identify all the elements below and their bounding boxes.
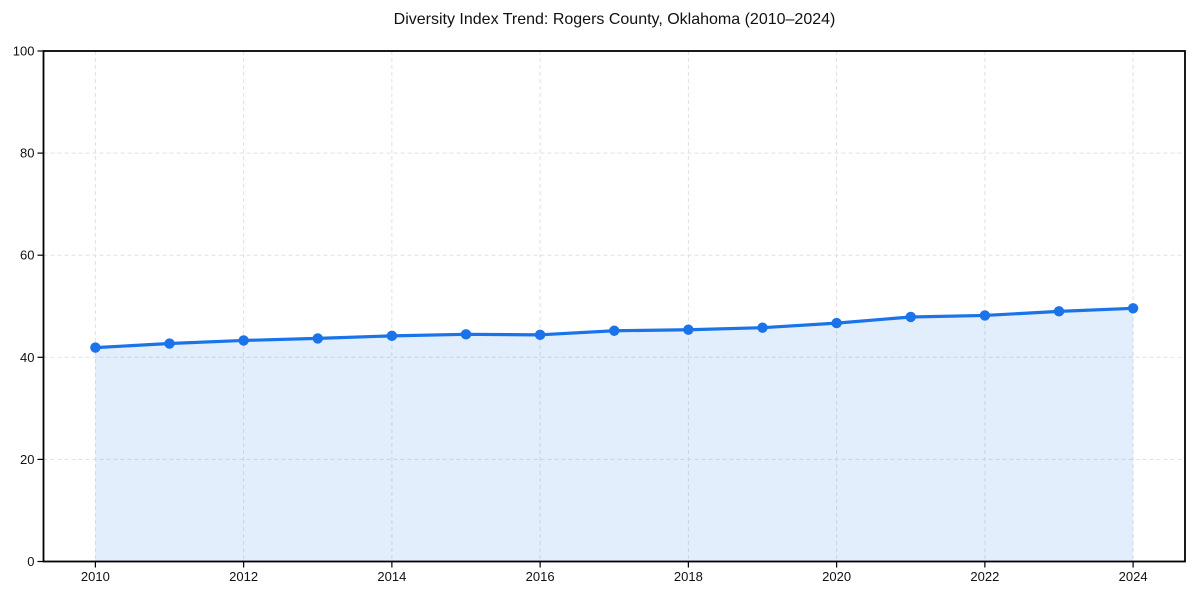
data-point-2011	[164, 338, 175, 349]
y-tick-label-0: 0	[27, 554, 34, 569]
x-tick-label-2024: 2024	[1119, 569, 1148, 584]
data-point-2016	[534, 329, 546, 341]
x-tick-label-2016: 2016	[526, 569, 555, 584]
y-tick-label-80: 80	[20, 146, 34, 161]
data-point-2014	[386, 330, 398, 342]
area-fill	[95, 308, 1134, 562]
data-point-2015	[460, 329, 472, 340]
x-tick-label-2018: 2018	[674, 569, 703, 584]
data-point-2013	[312, 333, 323, 344]
chart-title: Diversity Index Trend: Rogers County, Ok…	[393, 11, 836, 28]
data-point-2024	[1127, 303, 1139, 314]
data-point-2023	[1053, 306, 1065, 317]
data-point-2017	[609, 325, 620, 336]
y-tick-label-100: 100	[13, 44, 35, 59]
plot-border	[42, 50, 1186, 563]
x-tick-label-2020: 2020	[822, 569, 851, 584]
data-point-2012	[238, 335, 249, 346]
x-tick-label-2010: 2010	[81, 569, 110, 584]
x-tick-label-2022: 2022	[970, 569, 999, 584]
data-point-2018	[683, 324, 694, 335]
y-tick-label-20: 20	[20, 452, 34, 467]
data-point-2020	[831, 317, 842, 329]
y-tick-label-40: 40	[20, 350, 34, 365]
x-tick-label-2014: 2014	[377, 569, 406, 584]
data-point-2022	[979, 310, 991, 321]
data-point-2010	[90, 342, 101, 353]
x-tick-label-2012: 2012	[229, 569, 258, 584]
data-point-2021	[905, 311, 916, 323]
y-tick-label-60: 60	[20, 248, 34, 263]
data-point-2019	[757, 322, 768, 333]
